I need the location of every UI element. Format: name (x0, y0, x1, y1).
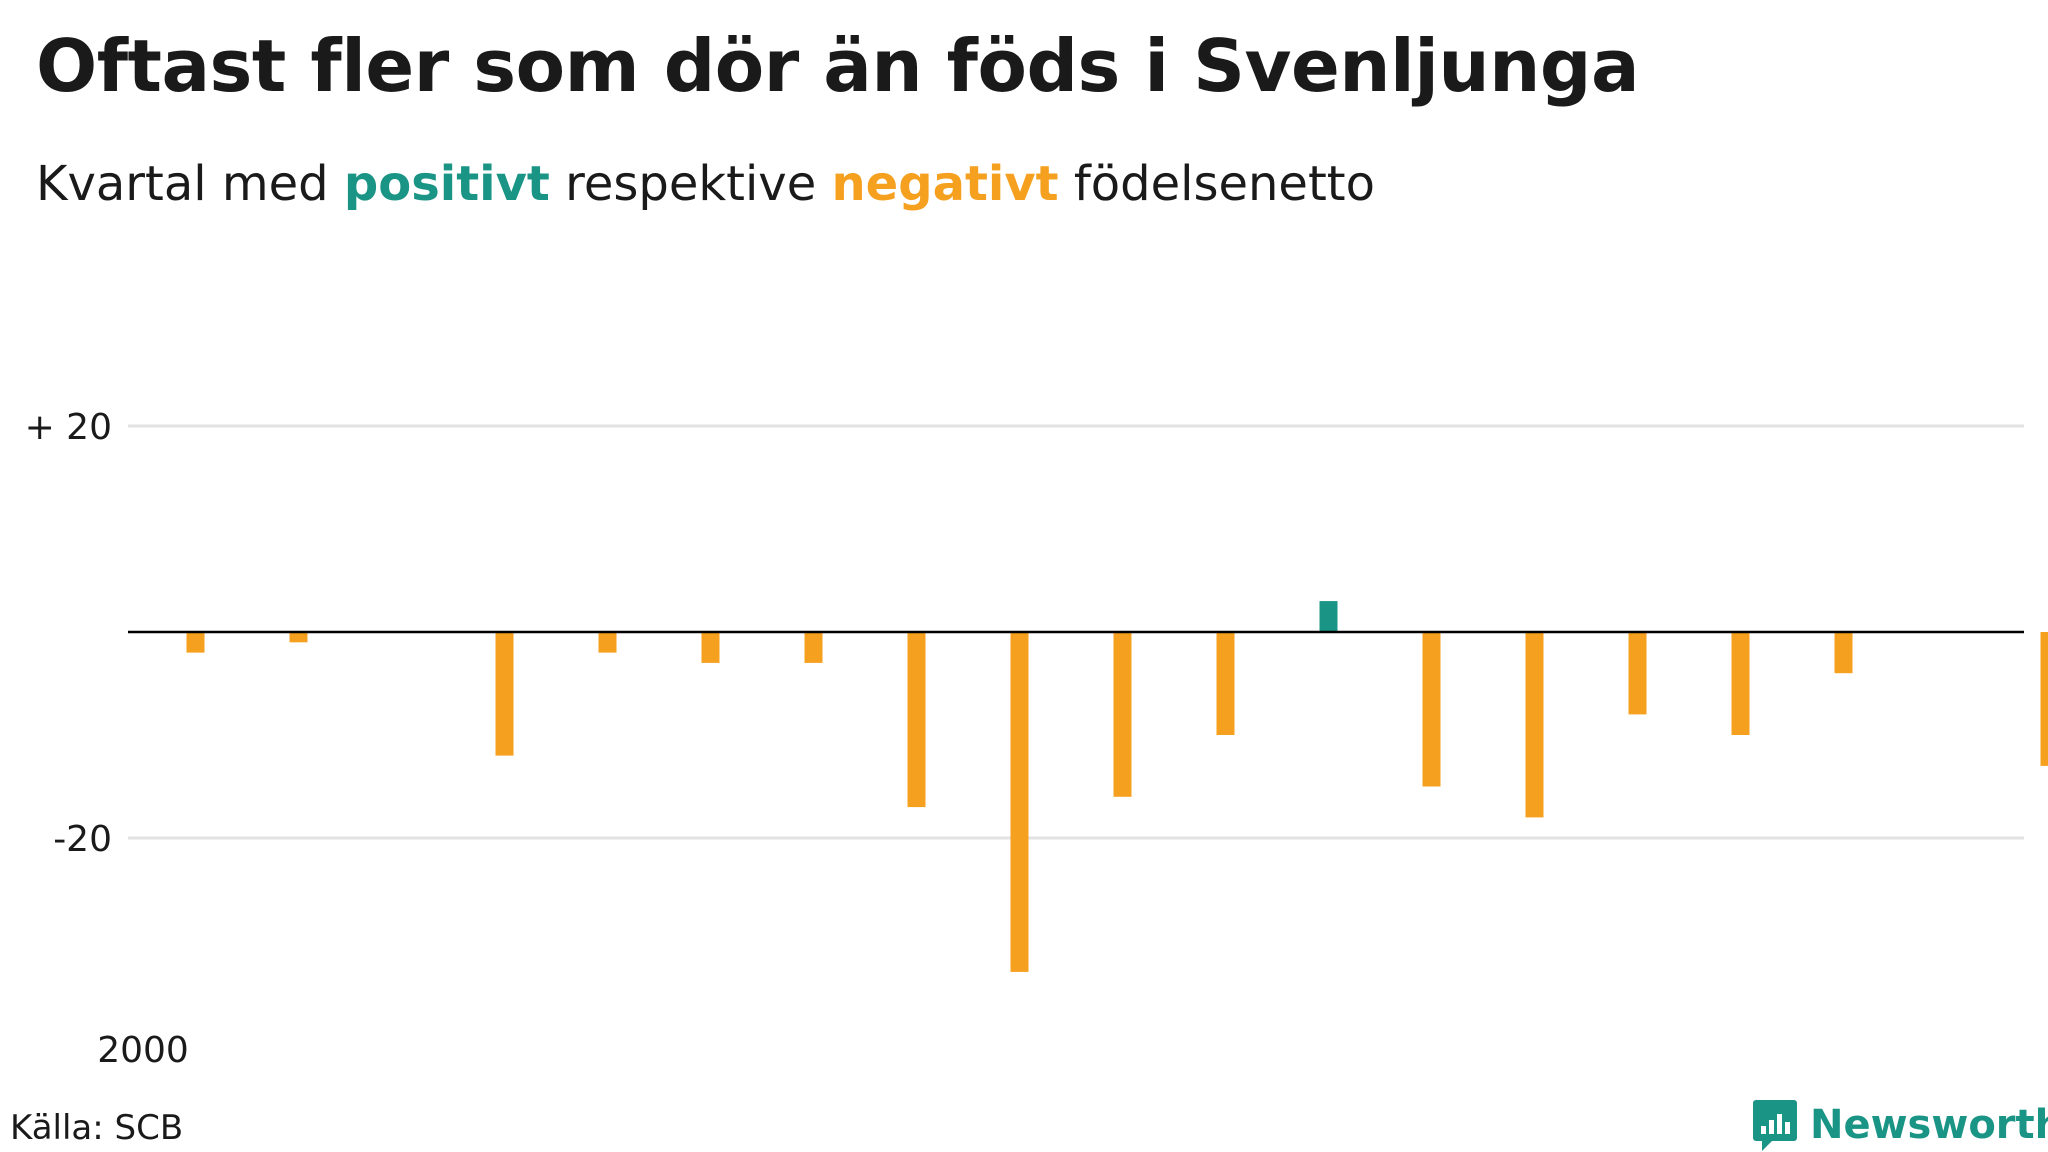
brand[interactable]: Newsworthy (1752, 1098, 2048, 1152)
chart-title: Oftast fler som dör än föds i Svenljunga (36, 24, 1640, 108)
bar (1113, 632, 1132, 797)
bar (1216, 632, 1235, 735)
bar (804, 632, 823, 663)
bars-layer (186, 601, 2048, 972)
subtitle-positive-word: positivt (343, 156, 550, 212)
subtitle-negative-word: negativt (831, 156, 1059, 212)
bar-chart: + 20-2020002005201020152020 (25, 407, 2048, 1071)
bar (598, 632, 617, 653)
bar (2040, 632, 2048, 766)
bar (907, 632, 926, 808)
bar (1319, 601, 1338, 632)
y-tick-label: + 20 (25, 407, 112, 448)
brand-name: Newsworthy (1810, 1102, 2048, 1148)
bar (289, 632, 308, 643)
bar (186, 632, 205, 653)
bar (1010, 632, 1029, 972)
bar (1422, 632, 1441, 787)
subtitle-suffix: födelsenetto (1058, 156, 1375, 212)
subtitle-middle: respektive (549, 156, 832, 212)
bar (1525, 632, 1544, 818)
grid-layer (128, 424, 2024, 840)
labels-layer: + 20-2020002005201020152020 (25, 407, 189, 1071)
subtitle-prefix: Kvartal med (36, 156, 344, 212)
bar (1731, 632, 1750, 735)
bar (1834, 632, 1853, 674)
x-tick-label: 2000 (97, 1030, 189, 1071)
y-tick-label: -20 (53, 819, 112, 860)
newsworthy-logo-icon (1753, 1100, 1797, 1151)
bar (1628, 632, 1647, 715)
bar (701, 632, 720, 663)
bar (495, 632, 514, 756)
chart-subtitle: Kvartal med positivt respektive negativt… (36, 156, 1375, 212)
source-label: Källa: SCB (10, 1108, 184, 1148)
